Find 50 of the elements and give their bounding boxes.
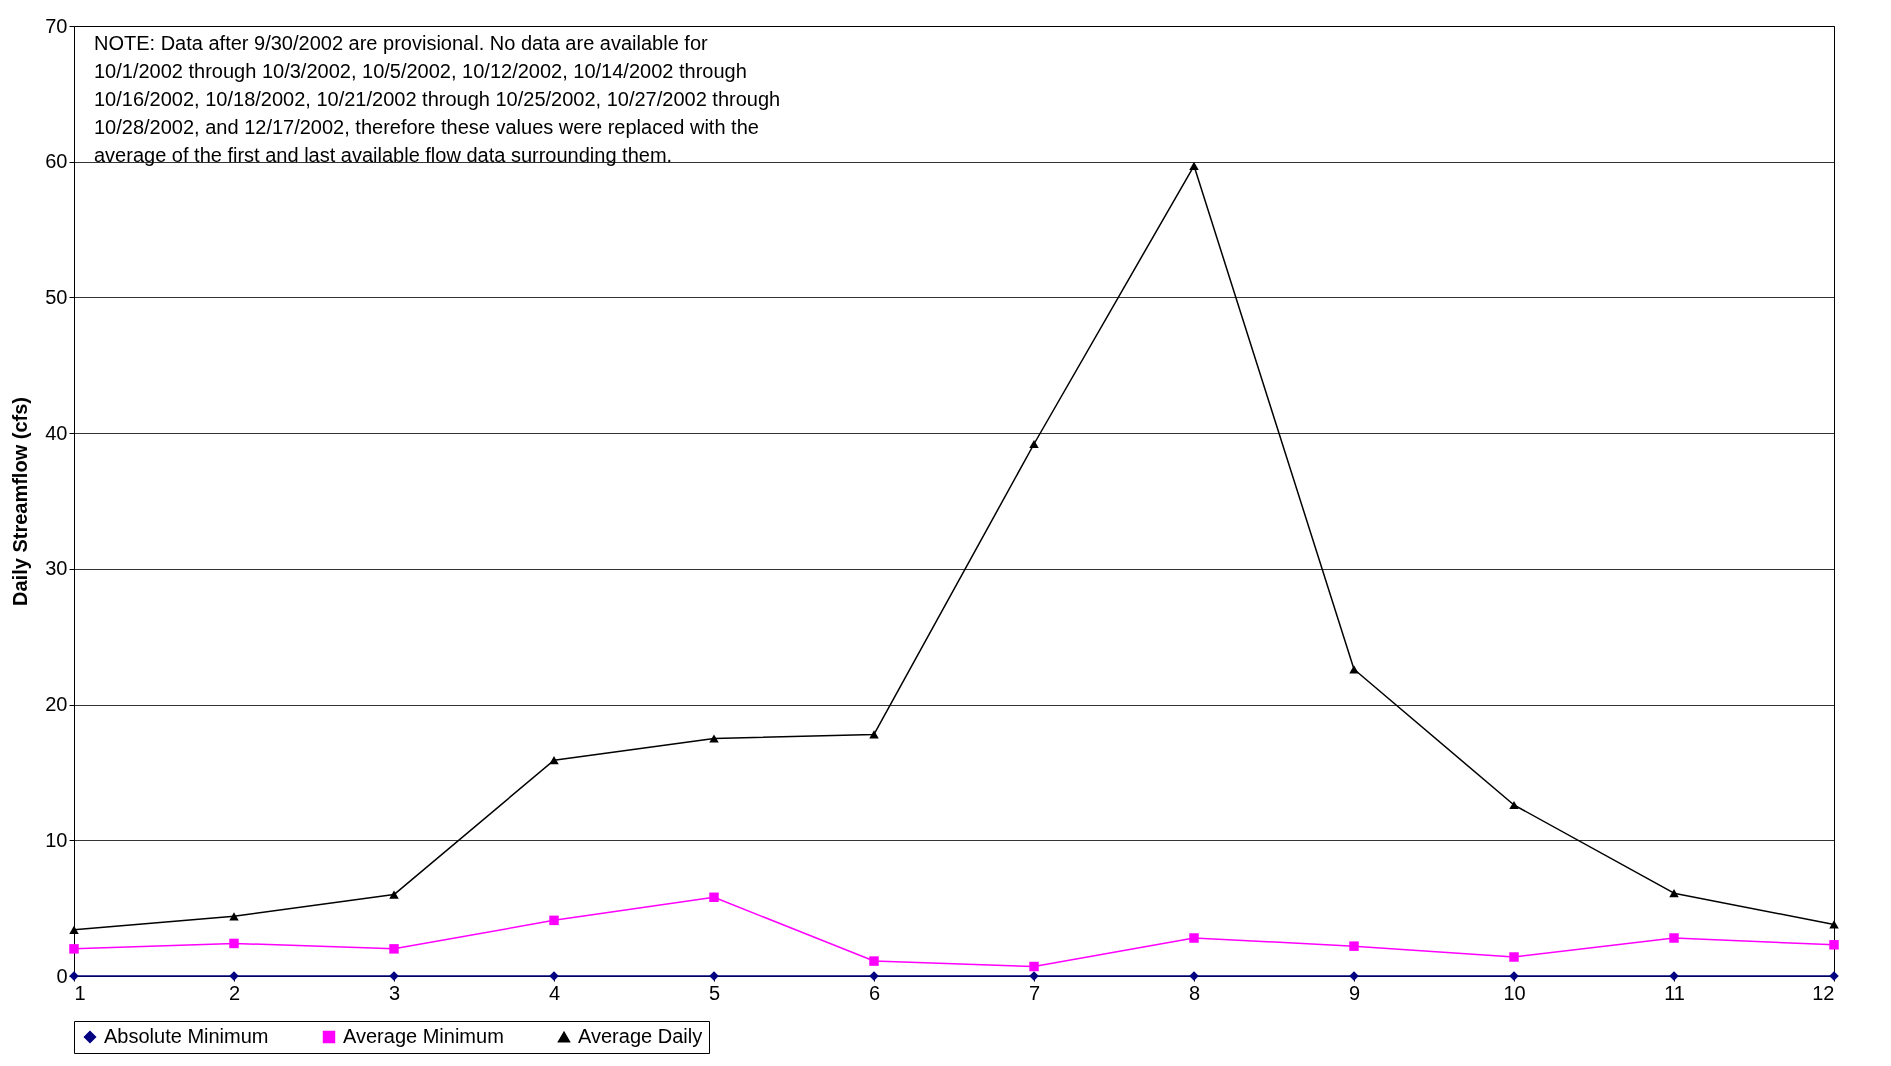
point: [1509, 952, 1519, 962]
y-tick-label: 70: [45, 14, 68, 37]
legend-label: Absolute Minimum: [104, 1025, 269, 1047]
point: [549, 915, 559, 926]
point: [1029, 439, 1039, 449]
point: [1669, 933, 1679, 943]
point: [709, 734, 719, 743]
y-axis-title: Daily Streamflow (cfs): [9, 397, 32, 606]
legend-label: Average Minimum: [343, 1025, 504, 1047]
y-tick-label: 30: [45, 557, 68, 580]
x-tick-label: 11: [1664, 981, 1685, 1004]
y-tick-label: 20: [45, 693, 68, 716]
x-tick-label: 9: [1348, 981, 1361, 1004]
point: [1829, 920, 1839, 929]
point: [69, 944, 79, 954]
x-tick-label: 8: [1188, 981, 1201, 1004]
point: [229, 912, 239, 921]
point: [869, 956, 879, 966]
x-tick-label: 4: [548, 981, 561, 1004]
point: [1349, 665, 1359, 674]
x-tick-label: 1: [74, 981, 86, 1004]
point: [1189, 933, 1199, 943]
point: [69, 971, 79, 981]
point: [1509, 800, 1519, 810]
point: [1349, 941, 1359, 951]
y-tick-label: 40: [45, 421, 68, 444]
point: [1829, 940, 1839, 950]
point: [1669, 889, 1679, 898]
y-tick-label: 50: [45, 285, 68, 308]
point: [709, 892, 719, 903]
y-tick-label: 0: [56, 964, 68, 987]
point: [229, 938, 239, 949]
point: [549, 756, 559, 765]
point: [389, 890, 399, 899]
y-tick-label: 10: [45, 828, 68, 851]
point: [1189, 161, 1199, 170]
y-tick-label: 60: [45, 150, 68, 173]
x-tick-label: 10: [1503, 981, 1526, 1004]
x-tick-label: 7: [1028, 981, 1041, 1004]
point: [1029, 961, 1039, 972]
legend-label: Average Daily: [578, 1025, 703, 1047]
point: [389, 944, 399, 954]
point: [869, 730, 879, 739]
annotation: NOTE: Data after 9/30/2002 are provisional. No data are available for 10/1/2002 through 10/3/2002, 10/5/2002, 10/12/2002, 10/14/2002 through 10/16/2002, 10/18/2002, 10/21/2002 through 10/25/2002, 10/27/2002 through 10/28/2002, and 12/17/2002, therefore these values were replaced with the average of the first and last available flow data surrounding them.: [94, 32, 781, 166]
x-tick-label: 3: [388, 981, 401, 1004]
x-tick-label: 6: [868, 981, 881, 1004]
x-tick-label: 2: [228, 981, 241, 1004]
x-tick-label: 12: [1812, 981, 1835, 1004]
point: [69, 925, 79, 934]
x-tick-label: 5: [708, 981, 721, 1004]
